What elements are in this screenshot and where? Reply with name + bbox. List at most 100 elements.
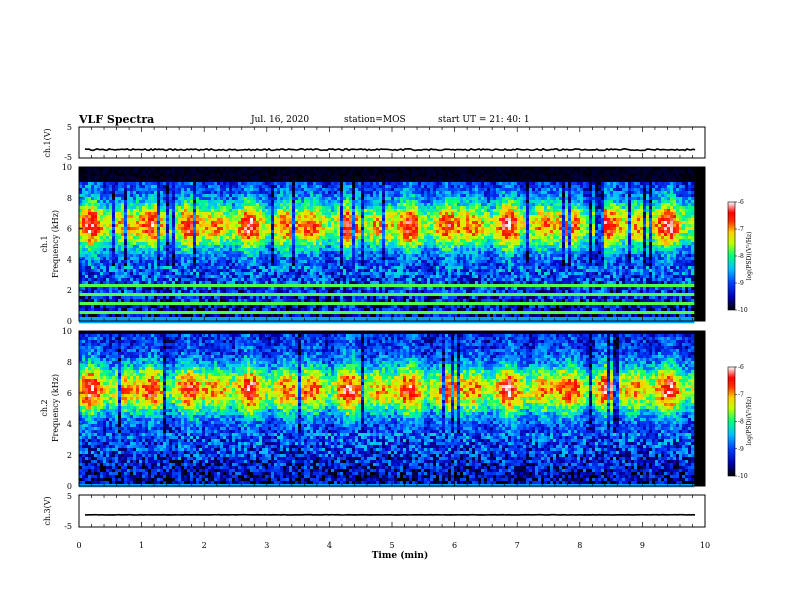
spectrogram-cell [91, 176, 94, 179]
spectrogram-cell [262, 224, 265, 227]
spectrogram-cell [100, 176, 103, 179]
spectrogram-cell [280, 257, 283, 260]
spectrogram-cell [109, 278, 112, 281]
spectrogram-cell [304, 254, 307, 257]
spectrogram-cell [142, 266, 145, 269]
spectrogram-cell [151, 185, 154, 188]
spectrogram-cell [184, 308, 187, 311]
spectrogram-cell [295, 209, 298, 212]
spectrogram-cell [259, 263, 262, 266]
spectrogram-cell [301, 308, 304, 311]
spectrogram-cell [145, 302, 148, 305]
spectrogram-cell [124, 227, 127, 230]
spectrogram-cell [124, 200, 127, 203]
spectrogram-cell [304, 206, 307, 209]
spectrogram-cell [121, 173, 124, 176]
spectrogram-cell [223, 257, 226, 260]
spectrogram-cell [316, 290, 319, 293]
spectrogram-cell [250, 227, 253, 230]
spectrogram-cell [172, 200, 175, 203]
spectrogram-cell [259, 194, 262, 197]
spectrogram-cell [253, 182, 256, 185]
spectrogram-cell [304, 245, 307, 248]
spectrogram-cell [145, 191, 148, 194]
spectrogram-cell [295, 206, 298, 209]
spectrogram-cell [229, 239, 232, 242]
spectrogram-cell [187, 203, 190, 206]
spectrogram-cell [133, 305, 136, 308]
spectrogram-cell [226, 227, 229, 230]
spectrogram-cell [187, 305, 190, 308]
spectrogram-cell [238, 293, 241, 296]
spectrogram-cell [292, 254, 295, 257]
spectrogram-cell [223, 233, 226, 236]
spectrogram-cell [313, 266, 316, 269]
spectrogram-cell [298, 182, 301, 185]
spectrogram-cell [127, 209, 130, 212]
spectrogram-cell [148, 230, 151, 233]
spectrogram-cell [187, 296, 190, 299]
spectrogram-cell [280, 212, 283, 215]
spectrogram-cell [238, 278, 241, 281]
spectrogram-cell [154, 269, 157, 272]
spectrogram-cell [160, 221, 163, 224]
spectrogram-cell [190, 179, 193, 182]
spectrogram-cell [151, 227, 154, 230]
spectrogram-cell [115, 230, 118, 233]
spectrogram-cell [118, 248, 121, 251]
spectrogram-cell [94, 299, 97, 302]
spectrogram-cell [97, 191, 100, 194]
spectrogram-cell [103, 194, 106, 197]
spectrogram-cell [277, 248, 280, 251]
spectrogram-cell [115, 302, 118, 305]
spectrogram-cell [298, 266, 301, 269]
spectrogram-cell [106, 266, 109, 269]
spectrogram-cell [250, 191, 253, 194]
spectrogram-cell [133, 215, 136, 218]
spectrogram-cell [145, 218, 148, 221]
spectrogram-cell [208, 230, 211, 233]
spectrogram-cell [202, 182, 205, 185]
spectrogram-cell [199, 302, 202, 305]
spectrogram-cell [247, 203, 250, 206]
spectrogram-cell [298, 254, 301, 257]
spectrogram-cell [130, 173, 133, 176]
spectrogram-cell [214, 203, 217, 206]
spectrogram-cell [91, 248, 94, 251]
spectrogram-cell [241, 197, 244, 200]
spectrogram-cell [196, 212, 199, 215]
spectrogram-cell [238, 242, 241, 245]
spectrogram-cell [106, 260, 109, 263]
spectrogram-cell [286, 224, 289, 227]
spectrogram-cell [193, 185, 196, 188]
spectrogram-cell [301, 185, 304, 188]
spectrogram-cell [280, 236, 283, 239]
spectrogram-cell [91, 197, 94, 200]
spectrogram-cell [124, 257, 127, 260]
spectrogram-cell [118, 194, 121, 197]
spectrogram-cell [142, 182, 145, 185]
spectrogram-cell [214, 209, 217, 212]
spectrogram-cell [187, 191, 190, 194]
spectrogram-cell [238, 206, 241, 209]
spectrogram-cell [163, 218, 166, 221]
spectrogram-cell [166, 281, 169, 284]
spectrogram-cell [154, 212, 157, 215]
spectrogram-cell [289, 191, 292, 194]
spectrogram-cell [223, 311, 226, 314]
spectrogram-cell [259, 188, 262, 191]
spectrogram-cell [262, 209, 265, 212]
spectrogram-cell [100, 251, 103, 254]
spectrogram-cell [232, 176, 235, 179]
spectrogram-cell [220, 281, 223, 284]
spectrogram-cell [307, 248, 310, 251]
spectrogram-cell [286, 275, 289, 278]
spectrogram-cell [217, 269, 220, 272]
spectrogram-cell [226, 284, 229, 287]
spectrogram-cell [121, 170, 124, 173]
spectrogram-cell [307, 227, 310, 230]
spectrogram-cell [274, 305, 277, 308]
spectrogram-cell [121, 230, 124, 233]
spectrogram-cell [286, 296, 289, 299]
spectrogram-cell [274, 236, 277, 239]
